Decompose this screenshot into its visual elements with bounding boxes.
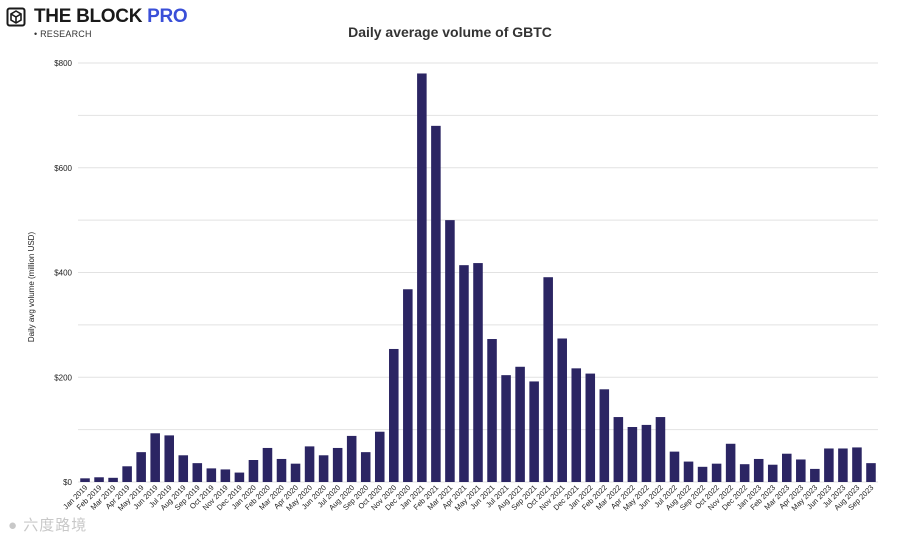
bar bbox=[206, 468, 217, 482]
y-axis-ticks: $0 $200 $400 $600 $800 bbox=[54, 59, 72, 487]
bar bbox=[262, 447, 273, 482]
bar bbox=[669, 451, 680, 482]
bar bbox=[192, 463, 203, 482]
cube-logo-icon bbox=[6, 7, 26, 27]
bar bbox=[445, 220, 455, 482]
bars bbox=[80, 73, 876, 482]
bar bbox=[360, 452, 371, 482]
y-tick-label: $200 bbox=[54, 373, 72, 382]
bar bbox=[290, 463, 301, 482]
y-tick-label: $800 bbox=[54, 59, 72, 68]
bar bbox=[431, 125, 441, 482]
bar bbox=[529, 381, 539, 482]
bar bbox=[796, 459, 806, 482]
bar bbox=[178, 455, 189, 482]
bar bbox=[641, 424, 652, 482]
bar bbox=[725, 443, 736, 482]
bar bbox=[739, 464, 750, 482]
bar bbox=[697, 466, 708, 482]
bar bbox=[782, 453, 792, 482]
brand-subtitle: • RESEARCH bbox=[34, 29, 92, 39]
bar bbox=[234, 472, 245, 482]
bar bbox=[852, 447, 862, 482]
bar bbox=[94, 477, 104, 482]
bar bbox=[655, 417, 666, 482]
y-tick-label: $600 bbox=[54, 164, 72, 173]
bar bbox=[585, 373, 596, 482]
bar bbox=[248, 460, 259, 482]
bar bbox=[417, 73, 427, 482]
y-axis-label: Daily avg volume (million USD) bbox=[27, 232, 36, 343]
bar bbox=[515, 366, 525, 482]
bar bbox=[164, 435, 174, 482]
brand-logo: THE BLOCK PRO • RESEARCH bbox=[6, 4, 216, 44]
bar bbox=[403, 289, 413, 482]
bar bbox=[753, 458, 764, 482]
bar bbox=[332, 447, 343, 482]
bar bbox=[374, 431, 385, 482]
bar bbox=[838, 448, 848, 482]
watermark: ● 六度路境 bbox=[8, 517, 88, 534]
chart-title: Daily average volume of GBTC bbox=[348, 24, 552, 40]
bar bbox=[318, 455, 329, 482]
bar bbox=[150, 433, 160, 482]
bar bbox=[599, 389, 610, 482]
bar bbox=[122, 466, 132, 482]
bar bbox=[487, 339, 497, 482]
bar bbox=[683, 461, 694, 482]
y-tick-label: $400 bbox=[54, 269, 72, 278]
bar bbox=[711, 463, 722, 482]
y-tick-label: $0 bbox=[63, 478, 72, 487]
bar bbox=[767, 464, 778, 482]
bar bbox=[108, 477, 118, 482]
bar bbox=[80, 478, 90, 482]
bar bbox=[459, 265, 469, 482]
bar bbox=[136, 452, 146, 482]
bar bbox=[304, 446, 315, 482]
bar bbox=[473, 263, 483, 482]
bar bbox=[557, 338, 567, 482]
bar bbox=[824, 448, 834, 482]
bar bbox=[627, 427, 638, 482]
bar bbox=[571, 368, 582, 482]
bar bbox=[389, 348, 399, 482]
bar bbox=[220, 469, 231, 482]
brand-name: THE BLOCK PRO bbox=[34, 6, 188, 27]
bar bbox=[346, 435, 357, 482]
bar bbox=[501, 375, 511, 482]
bar bbox=[543, 277, 553, 482]
bar bbox=[613, 417, 624, 482]
bar bbox=[810, 468, 820, 482]
bar bbox=[866, 463, 876, 482]
bar bbox=[276, 458, 287, 482]
